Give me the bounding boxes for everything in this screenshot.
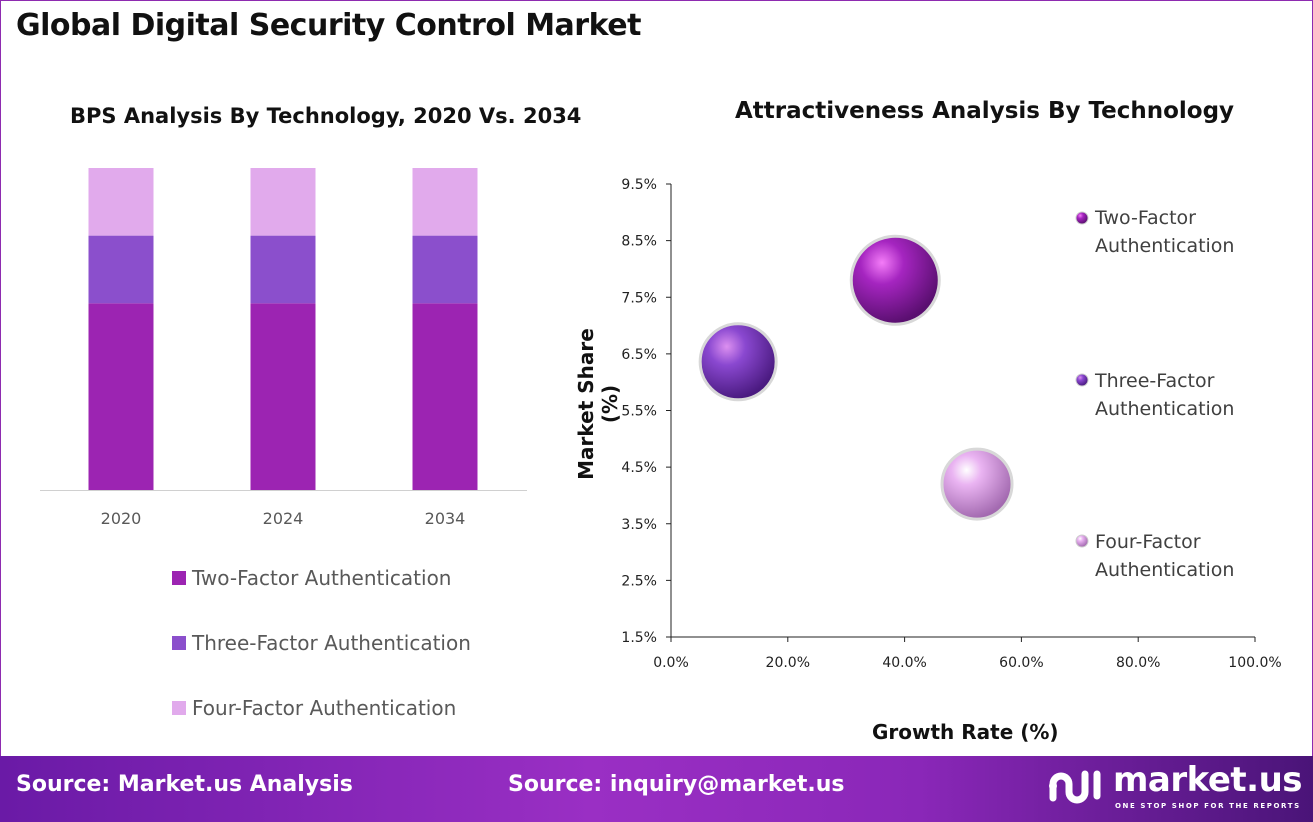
legend-three-factor: Three-Factor Authentication [172,631,471,655]
x-tick-label: 2020 [101,509,142,528]
legend-line: Three-Factor [1095,370,1215,392]
bar-segment [88,235,154,304]
y-tick-label: 1.5% [621,630,657,646]
footer-bar: Source: Market.us Analysis Source: inqui… [0,756,1313,822]
logo-name: market.us [1113,760,1303,800]
y-tick-label: 9.5% [621,177,657,193]
legend-four-factor: Four-Factor Authentication [172,696,456,720]
x-axis-label: Growth Rate (%) [872,720,1059,744]
legend-bubble-icon [1075,534,1089,548]
legend-bubble-icon [1075,373,1089,387]
bar-segment [412,168,478,236]
x-tick-label: 100.0% [1228,655,1281,671]
logo-mark-icon [1049,770,1101,804]
bubble-three-factor [698,322,778,402]
y-axis-label: Market Share (%) [574,328,622,480]
legend-swatch [172,636,186,650]
bubble-legend-three-factor: Three-Factor Authentication [1095,367,1234,423]
y-tick-label: 8.5% [621,234,657,250]
legend-bubble-icon [1075,211,1089,225]
x-tick-label: 40.0% [882,655,926,671]
legend-swatch [172,571,186,585]
x-tick-label: 80.0% [1116,655,1160,671]
bar-chart-title: BPS Analysis By Technology, 2020 Vs. 203… [70,104,582,128]
legend-line: Authentication [1095,235,1235,257]
bubble-chart-title: Attractiveness Analysis By Technology [735,98,1235,124]
bubble-legend-two-factor: Two-Factor Authentication [1095,204,1234,260]
bar-segment [250,303,316,490]
logo-tagline: ONE STOP SHOP FOR THE REPORTS [1115,802,1301,810]
x-tick-label: 2034 [425,509,466,528]
legend-label: Two-Factor Authentication [192,566,452,590]
source-left: Source: Market.us Analysis [16,772,353,797]
y-tick-label: 5.5% [621,404,657,420]
legend-line: Four-Factor [1095,531,1201,553]
y-tick-label: 4.5% [621,460,657,476]
legend-two-factor: Two-Factor Authentication [172,566,451,590]
legend-line: Two-Factor [1095,207,1196,229]
x-tick-label: 60.0% [999,655,1043,671]
legend-label: Three-Factor Authentication [192,631,471,655]
bar-segment [88,303,154,490]
legend-line: Authentication [1095,559,1235,581]
legend-line: Authentication [1095,398,1235,420]
legend-label: Four-Factor Authentication [192,696,457,720]
y-tick-label: 6.5% [621,347,657,363]
bubble-two-factor [849,234,941,326]
y-tick-label: 3.5% [621,517,657,533]
bar-segment [250,235,316,304]
bar-segment [412,303,478,490]
bubble-four-factor [940,447,1014,521]
bubble-legend-four-factor: Four-Factor Authentication [1095,528,1234,584]
x-tick-label: 2024 [263,509,304,528]
x-tick-label: 20.0% [766,655,810,671]
bar-segment [88,168,154,236]
market-us-logo: market.us ONE STOP SHOP FOR THE REPORTS [1045,760,1303,812]
bar-segment [412,235,478,304]
x-tick-label: 0.0% [653,655,689,671]
legend-swatch [172,701,186,715]
y-tick-label: 2.5% [621,573,657,589]
bar-segment [250,168,316,236]
page-title: Global Digital Security Control Market [16,8,641,43]
y-tick-label: 7.5% [621,290,657,306]
source-email: Source: inquiry@market.us [508,772,845,797]
